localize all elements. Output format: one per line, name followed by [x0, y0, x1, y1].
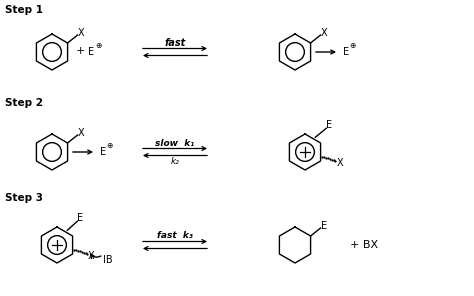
- Text: fast: fast: [164, 38, 186, 48]
- Text: ⊕: ⊕: [106, 141, 112, 150]
- Text: +: +: [75, 46, 85, 56]
- Text: E: E: [320, 221, 327, 231]
- Text: Step 2: Step 2: [5, 98, 43, 108]
- Text: E: E: [77, 213, 83, 223]
- Text: fast  k₃: fast k₃: [157, 231, 193, 240]
- Text: k₂: k₂: [171, 157, 180, 165]
- Text: E: E: [88, 47, 94, 57]
- Text: X: X: [337, 158, 344, 168]
- Text: X: X: [77, 128, 84, 138]
- Text: IB: IB: [102, 255, 112, 265]
- Text: X: X: [88, 251, 95, 261]
- Text: slow  k₁: slow k₁: [155, 139, 195, 147]
- Text: Step 1: Step 1: [5, 5, 43, 15]
- Text: ⊕: ⊕: [349, 41, 355, 51]
- Text: E: E: [343, 47, 349, 57]
- Text: + BX: + BX: [350, 240, 378, 250]
- Text: E: E: [100, 147, 106, 157]
- Text: Step 3: Step 3: [5, 193, 43, 203]
- Text: ⊕: ⊕: [95, 41, 101, 51]
- Text: X: X: [77, 28, 84, 38]
- Text: X: X: [320, 28, 327, 38]
- FancyArrowPatch shape: [91, 254, 101, 259]
- Text: E: E: [326, 120, 332, 130]
